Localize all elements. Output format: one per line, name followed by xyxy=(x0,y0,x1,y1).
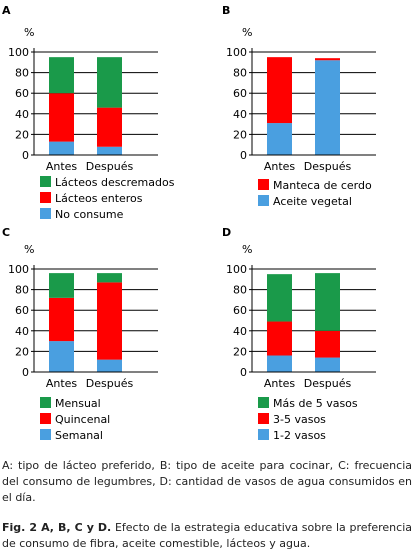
y-tick-label: 60 xyxy=(233,304,247,317)
y-tick-label: 40 xyxy=(15,108,29,121)
bar-segment xyxy=(97,282,122,360)
x-tick-label: Antes xyxy=(264,377,296,390)
legend-swatch xyxy=(258,397,269,408)
bar-segment xyxy=(49,273,74,298)
y-axis-label: % xyxy=(24,243,34,256)
figure-note: A: tipo de lácteo preferido, B: tipo de … xyxy=(2,459,412,504)
bar-segment xyxy=(97,273,122,283)
y-tick-label: 60 xyxy=(15,87,29,100)
y-tick-label: 80 xyxy=(233,67,247,80)
legend-swatch xyxy=(40,176,51,187)
bar-segment xyxy=(315,273,340,331)
y-axis-label: % xyxy=(24,26,34,39)
y-tick-label: 0 xyxy=(240,149,247,162)
legend-swatch xyxy=(40,429,51,440)
y-tick-label: 80 xyxy=(15,284,29,297)
y-tick-label: 80 xyxy=(15,67,29,80)
x-tick-label: Antes xyxy=(264,160,296,173)
legend-swatch xyxy=(40,413,51,424)
y-axis-label: % xyxy=(242,26,252,39)
bar-segment xyxy=(267,123,292,155)
legend-swatch xyxy=(40,208,51,219)
bar-segment xyxy=(49,297,74,342)
panel-label-d: D xyxy=(222,226,231,239)
y-tick-label: 100 xyxy=(8,263,29,276)
legend-entry: 1-2 vasos xyxy=(273,429,326,442)
y-tick-label: 60 xyxy=(15,304,29,317)
legend-swatch xyxy=(258,195,269,206)
y-tick-label: 0 xyxy=(22,366,29,379)
y-tick-label: 20 xyxy=(233,345,247,358)
figure-charts: A% 0 20 40 60 80 100 Antes Después Lácteos descre… xyxy=(2,4,376,442)
panel-label-a: A xyxy=(2,4,11,17)
legend-swatch xyxy=(40,192,51,203)
y-tick-label: 80 xyxy=(233,284,247,297)
x-tick-label: Después xyxy=(304,160,352,173)
figure-label: Fig. 2 A, B, C y D. xyxy=(2,521,112,534)
y-tick-label: 100 xyxy=(226,263,247,276)
legend-entry: 3-5 vasos xyxy=(273,413,326,426)
bar-segment xyxy=(267,274,292,322)
panel-label-b: B xyxy=(222,4,230,17)
legend-entry: Lácteos enteros xyxy=(55,192,143,205)
x-tick-label: Antes xyxy=(46,377,78,390)
x-tick-label: Después xyxy=(304,377,352,390)
legend-entry: Manteca de cerdo xyxy=(273,179,372,192)
bar-segment xyxy=(315,357,340,372)
x-tick-label: Antes xyxy=(46,160,78,173)
bar-segment xyxy=(267,355,292,372)
x-tick-label: Después xyxy=(86,377,134,390)
y-axis-label: % xyxy=(242,243,252,256)
bar-segment xyxy=(97,146,122,155)
y-tick-label: 40 xyxy=(233,108,247,121)
y-tick-label: 100 xyxy=(8,46,29,59)
y-tick-label: 40 xyxy=(233,325,247,338)
legend-swatch xyxy=(258,413,269,424)
bar-segment xyxy=(315,58,340,61)
legend-entry: No consume xyxy=(55,208,124,221)
y-tick-label: 100 xyxy=(226,46,247,59)
legend-entry: Mensual xyxy=(55,397,101,410)
legend-swatch xyxy=(258,429,269,440)
legend-entry: Semanal xyxy=(55,429,103,442)
bar-segment xyxy=(315,330,340,358)
bar-segment xyxy=(97,359,122,372)
y-tick-label: 0 xyxy=(22,149,29,162)
y-tick-label: 20 xyxy=(15,128,29,141)
y-tick-label: 0 xyxy=(240,366,247,379)
x-tick-label: Después xyxy=(86,160,134,173)
y-tick-label: 20 xyxy=(233,128,247,141)
legend-swatch xyxy=(258,179,269,190)
bar-segment xyxy=(267,321,292,356)
legend-entry: Lácteos descremados xyxy=(55,176,175,189)
legend-entry: Quincenal xyxy=(55,413,110,426)
legend-entry: Aceite vegetal xyxy=(273,195,352,208)
bar-segment xyxy=(97,107,122,147)
panel-label-c: C xyxy=(2,226,10,239)
bar-segment xyxy=(49,93,74,142)
figure-caption: Fig. 2 A, B, C y D. Efecto de la estrate… xyxy=(2,520,412,552)
bar-segment xyxy=(49,57,74,94)
figure-description: Efecto de la estrategia educativa sobre … xyxy=(2,521,412,550)
bar-segment xyxy=(97,57,122,108)
y-tick-label: 20 xyxy=(15,345,29,358)
legend-entry: Más de 5 vasos xyxy=(273,397,358,410)
bar-segment xyxy=(267,57,292,124)
bar-segment xyxy=(315,60,340,155)
y-tick-label: 40 xyxy=(15,325,29,338)
bar-segment xyxy=(49,341,74,372)
legend-swatch xyxy=(40,397,51,408)
y-tick-label: 60 xyxy=(233,87,247,100)
bar-segment xyxy=(49,141,74,155)
